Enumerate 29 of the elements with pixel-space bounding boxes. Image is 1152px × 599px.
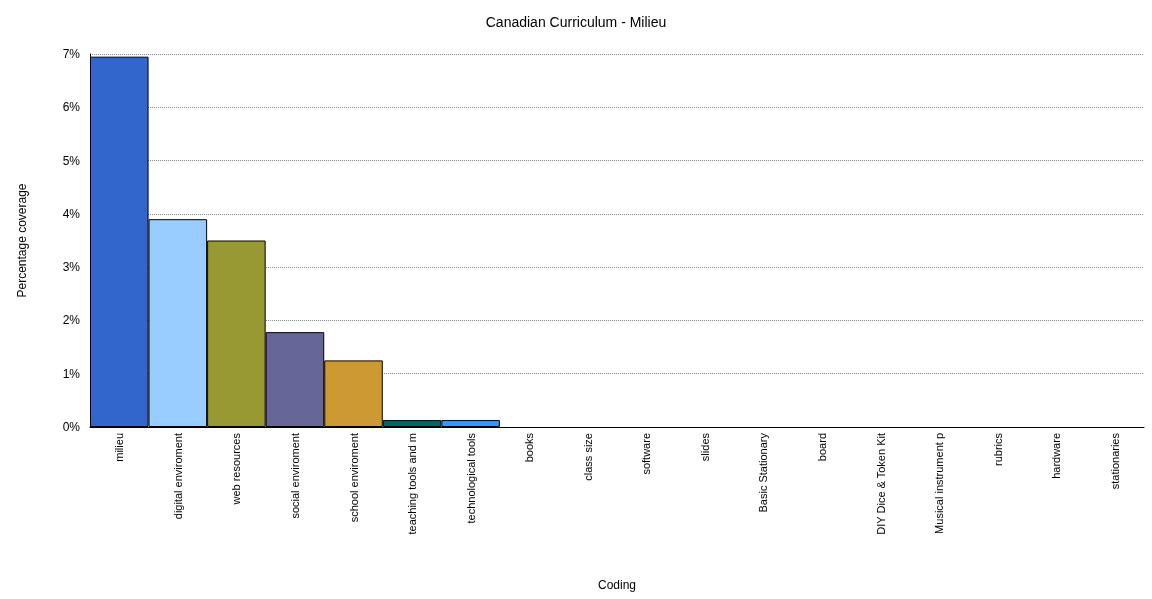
x-tick-label: hardware xyxy=(1050,433,1063,479)
y-tick-label: 1% xyxy=(62,366,81,381)
chart-title: Canadian Curriculum - Milieu xyxy=(485,14,667,30)
x-tick-label: digital enviroment xyxy=(171,433,184,520)
y-tick-label: 4% xyxy=(62,206,81,221)
x-tick-label: technological tools xyxy=(464,432,477,524)
x-tick-label: teaching tools and m xyxy=(406,433,419,535)
x-tick-label: social enviroment xyxy=(288,433,301,519)
x-tick-label: DIY Dice & Token Kit xyxy=(874,433,887,535)
x-tick-label: class size xyxy=(581,433,594,481)
x-tick-label: school enviroment xyxy=(347,433,360,523)
x-axis-title: Coding xyxy=(597,578,637,592)
y-tick-label: 0% xyxy=(62,420,81,434)
y-tick-label: 3% xyxy=(62,260,81,275)
y-tick-label: 5% xyxy=(62,153,81,168)
y-tick-label: 6% xyxy=(62,100,81,115)
y-tick-label: 7% xyxy=(62,47,81,61)
x-tick-label: software xyxy=(640,433,653,475)
y-tick-label: 2% xyxy=(62,313,81,328)
x-tick-label: books xyxy=(523,432,536,463)
y-axis-title: Percentage coverage xyxy=(15,183,29,298)
x-tick-label: milieu xyxy=(113,433,126,462)
x-tick-label: web resources xyxy=(230,432,243,506)
x-tick-label: rubrics xyxy=(991,432,1004,467)
x-tick-label: stationaries xyxy=(1108,432,1121,490)
x-tick-label: Musical instrument p xyxy=(933,433,946,534)
x-tick-label: Basic Stationary xyxy=(757,432,770,513)
x-tick-label: board xyxy=(815,433,828,462)
x-tick-label: slides xyxy=(698,432,711,462)
